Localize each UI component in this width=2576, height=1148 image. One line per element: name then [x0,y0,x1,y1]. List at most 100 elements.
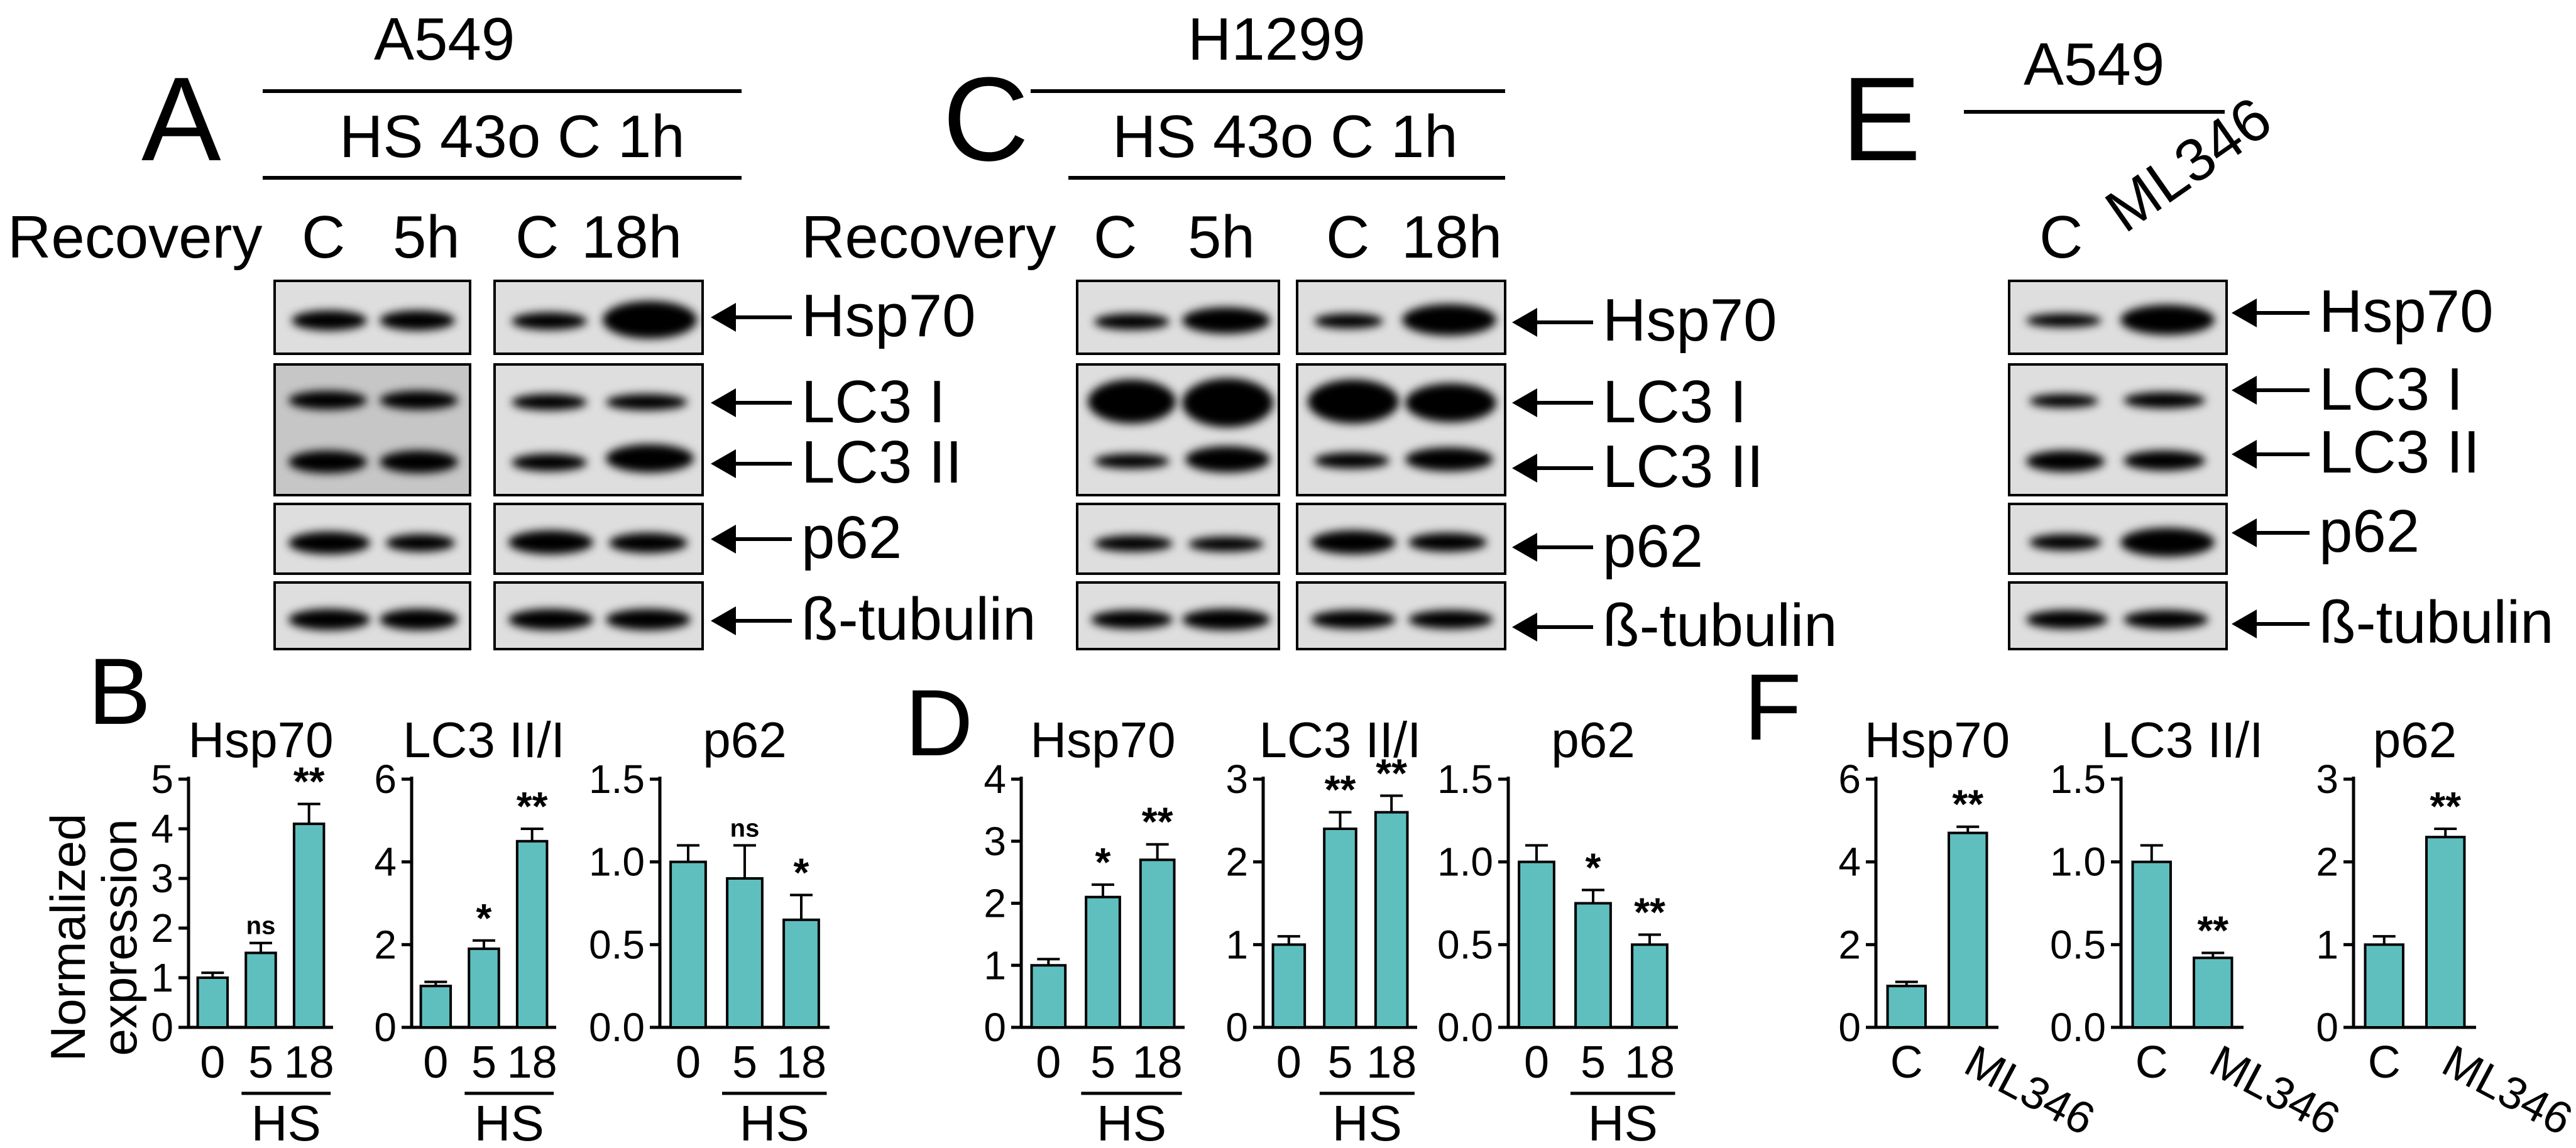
panel-a-blot-tubulin-right [493,581,704,650]
chart-d-5-sig-2: ** [1634,890,1665,935]
chart-b-0-group-label: HS [251,1095,321,1148]
chart-f-8-ytick-label-3: 3 [2316,757,2338,802]
chart-b-1-ytick-label-0: 0 [374,1005,397,1050]
chart-d-3-group-label: HS [1097,1095,1166,1148]
panel-c-lane-2: 5h [1188,204,1255,271]
chart-d-5-bar-0 [1518,860,1555,1029]
chart-d-3-bar-0 [1030,964,1067,1029]
panel-c-treatment-rule [1068,176,1505,180]
panel-c-cell-line: H1299 [1188,6,1366,73]
panel-e-label-tubulin: ß-tubulin [2319,589,2554,656]
chart-b-0-ytick-label-3: 3 [151,856,173,901]
chart-d-5-bar-2 [1631,943,1669,1029]
chart-b-0-ytick-label-1: 1 [151,955,173,1000]
chart-f-8-bar-1 [2425,836,2466,1029]
chart-d-4-bar-2 [1374,811,1409,1029]
chart-b-0-sig-2: ** [293,759,325,804]
panel-c-blot-tubulin-right [1296,581,1506,650]
chart-b-0-xtick-label-1: 5 [248,1037,273,1088]
chart-b-0-bar-2 [292,823,326,1029]
chart-f-7-ytick-label-1: 0.5 [2050,922,2106,967]
chart-b-2-bar-2 [782,918,820,1029]
chart-d-3-xtick-label-0: 0 [1036,1037,1061,1088]
chart-f-7-ytick-label-2: 1.0 [2050,839,2106,885]
panel-e-blot-hsp70 [2008,280,2228,355]
chart-b-1-xtick-label-1: 5 [471,1037,496,1088]
chart-b-0-ytick-label-0: 0 [151,1005,173,1050]
chart-d-5-xtick-label-1: 5 [1581,1037,1606,1088]
panel-a-arrow-hsp70 [711,303,792,332]
chart-b-2-xtick-label-0: 0 [676,1037,701,1088]
chart-f-7-bar-1 [2193,956,2233,1029]
panel-c-arrow-hsp70 [1512,308,1593,337]
chart-d-3-bar-1 [1085,895,1121,1029]
panel-a-cell-line-rule [263,89,742,93]
chart-b-2-group-label: HS [740,1095,809,1148]
panel-a-lane-4: 18h [581,204,682,271]
chart-b-0-title: Hsp70 [188,712,333,768]
panel-e-blot-p62 [2008,503,2228,575]
chart-f-6-bar-1 [1948,831,1988,1029]
chart-d-5-ytick-label-0: 0.0 [1437,1005,1493,1050]
chart-d-4-sig-1: ** [1325,767,1356,812]
chart-d-5-bar-1 [1574,902,1612,1029]
chart-f-7-title: LC3 II/I [2102,712,2264,768]
chart-b-1-bar-0 [419,985,452,1029]
panel-e-cell-line-rule [1964,110,2225,114]
chart-d-5-ytick-label-2: 1.0 [1437,839,1493,885]
panel-c-label-hsp70: Hsp70 [1603,287,1777,354]
chart-f-6-ytick-label-1: 2 [1838,922,1861,967]
panel-c-blot-hsp70-left [1076,280,1280,355]
panel-a-treatment: HS 43o C 1h [339,103,685,170]
chart-d-3-sig-1: * [1095,839,1111,885]
panel-c-blot-lc3-right [1296,363,1506,496]
chart-d-3-ytick-label-3: 3 [984,819,1006,864]
chart-d-5-xtick-label-2: 18 [1625,1037,1675,1088]
panel-c-blot-tubulin-left [1076,581,1280,650]
chart-d-4-ytick-label-1: 1 [1225,922,1248,967]
panel-e-arrow-tubulin [2232,610,2310,638]
chart-b-0-xtick-label-2: 18 [284,1037,334,1088]
panel-e-arrow-lc3i [2232,376,2310,405]
chart-d-4-ytick-label-2: 2 [1225,839,1248,885]
chart-f-8-sig-1: ** [2430,784,2461,829]
chart-d-4-title: LC3 II/I [1259,712,1422,768]
panel-letter-f: F [1744,654,1802,760]
panel-c-arrow-lc3ii [1512,454,1593,483]
panel-c-lane-3: C [1326,204,1370,271]
panel-e-lane-1: C [2039,204,2083,271]
chart-f-7-ytick-label-0: 0.0 [2050,1005,2106,1050]
chart-b-2-ytick-label-0: 0.0 [589,1005,645,1050]
panel-c-label-lc3i: LC3 I [1603,368,1747,435]
panel-c-recovery-label: Recovery [801,204,1056,271]
chart-b-1-ytick-label-3: 6 [374,757,397,802]
chart-d-3-ytick-label-4: 4 [984,757,1006,802]
panel-a-label-lc3ii: LC3 II [801,429,963,496]
chart-d-3-xtick-label-1: 5 [1090,1037,1115,1088]
chart-f-7-ytick-label-3: 1.5 [2050,757,2106,802]
panel-c-label-lc3ii: LC3 II [1603,433,1764,500]
panel-a-lane-3: C [515,204,559,271]
chart-d-4-ytick-label-0: 0 [1225,1005,1248,1050]
panel-e-arrow-p62 [2232,518,2310,547]
chart-b-1-ytick-label-1: 2 [374,922,397,967]
chart-d-5-xtick-label-0: 0 [1524,1037,1549,1088]
panel-a-lane-1: C [302,204,346,271]
chart-b-1-ytick-label-2: 4 [374,839,397,885]
chart-b-2-bar-0 [669,860,707,1029]
panel-c-lane-1: C [1093,204,1137,271]
panel-a-blot-p62-left [273,503,471,575]
chart-b-0-sig-1: ns [246,912,276,940]
chart-f-6-xtick-label-0: C [1890,1037,1923,1088]
panel-e-arrow-lc3ii [2232,440,2310,469]
panel-c-blot-lc3-left [1076,363,1280,496]
panel-c-label-p62: p62 [1603,513,1704,580]
chart-f-7-xtick-label-0: C [2135,1037,2168,1088]
chart-b-2-ytick-label-3: 1.5 [589,757,645,802]
chart-d-3-bar-2 [1139,858,1176,1029]
chart-d-3-xtick-label-2: 18 [1132,1037,1183,1088]
chart-f-7-sig-1: ** [2197,908,2228,953]
panel-a-label-hsp70: Hsp70 [801,282,976,349]
panel-e-blot-tubulin [2008,581,2228,650]
